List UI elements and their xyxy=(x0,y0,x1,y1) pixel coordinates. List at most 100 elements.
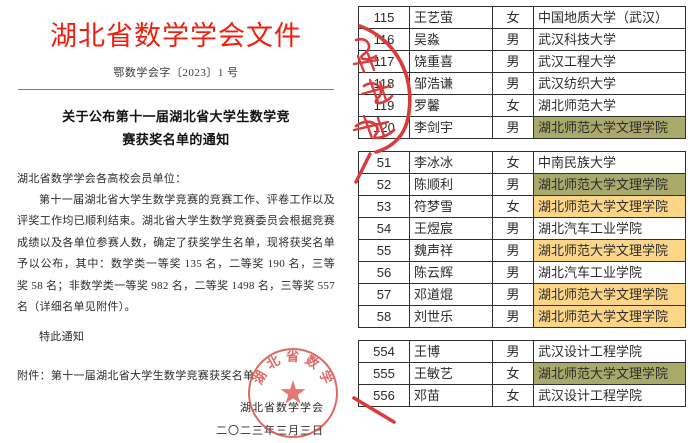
cell-school: 湖北师范大学文理学院 xyxy=(533,116,686,139)
cell-sex: 女 xyxy=(492,6,534,29)
cell-id: 116 xyxy=(358,28,410,51)
table-row: 118 邹浩谦男武汉纺织大学 xyxy=(358,72,686,95)
cell-school: 湖北师范大学文理学院 xyxy=(533,195,686,218)
cell-name: 邓道焜 xyxy=(409,283,493,306)
official-document-panel: 湖北省数学学会文件 鄂数学会字〔2023〕1 号 关于公布第十一届湖北省大学生数… xyxy=(0,0,352,438)
sign-date: 二〇二三年三月三日 xyxy=(216,425,324,438)
document-subject: 关于公布第十一届湖北省大学生数学竞 赛获奖名单的通知 xyxy=(0,106,352,152)
cell-sex: 女 xyxy=(492,384,534,407)
cell-id: 556 xyxy=(358,384,410,407)
cell-sex: 男 xyxy=(492,28,534,51)
cell-id: 115 xyxy=(358,6,410,29)
cell-name: 陈云辉 xyxy=(409,261,493,284)
table-row: 117 饶重喜男武汉工程大学 xyxy=(358,50,686,73)
cell-school: 湖北师范大学 xyxy=(533,94,686,117)
table-row: 54 王煜宸男湖北汽车工业学院 xyxy=(358,217,686,240)
document-signature-block: 湖北省数学学会 二〇二三年三月三日 xyxy=(0,397,352,443)
cell-school: 湖北师范大学文理学院 xyxy=(533,283,686,306)
cell-sex: 男 xyxy=(492,305,534,328)
table-row: 55 魏声祥男湖北师范大学文理学院 xyxy=(358,239,686,262)
cell-sex: 男 xyxy=(492,217,534,240)
header-red-rule xyxy=(18,89,334,90)
cell-id: 56 xyxy=(358,261,410,284)
document-paragraph-2: 特此通知 xyxy=(39,330,85,343)
cell-id: 120 xyxy=(358,116,410,139)
table-row: 51 李冰冰女中南民族大学 xyxy=(358,151,686,174)
table-row: 555 王敏艺女湖北师范大学文理学院 xyxy=(358,362,686,385)
cell-school: 湖北汽车工业学院 xyxy=(533,261,686,284)
table-row: 116 吴淼男武汉科技大学 xyxy=(358,28,686,51)
cell-name: 陈顺利 xyxy=(409,173,493,196)
cell-sex: 男 xyxy=(492,72,534,95)
cell-sex: 男 xyxy=(492,261,534,284)
cell-name: 魏声祥 xyxy=(409,239,493,262)
award-list-tables-panel: 115 王艺萤女中国地质大学（武汉） 116 吴淼男武汉科技大学 117 饶重喜男武汉工程… xyxy=(352,0,694,436)
table-row: 556 邓苗女武汉设计工程学院 xyxy=(358,384,686,407)
cell-sex: 男 xyxy=(492,116,534,139)
document-subject-line-1: 关于公布第十一届湖北省大学生数学竞 xyxy=(62,109,290,124)
cell-id: 117 xyxy=(358,50,410,73)
cell-name: 李剑宇 xyxy=(409,116,493,139)
cell-name: 饶重喜 xyxy=(409,50,493,73)
document-title: 湖北省数学学会文件 xyxy=(50,21,302,51)
cell-school: 湖北师范大学文理学院 xyxy=(533,305,686,328)
table-row: 115 王艺萤女中国地质大学（武汉） xyxy=(358,6,686,29)
cell-school: 武汉工程大学 xyxy=(533,50,686,73)
table-row: 57 邓道焜男湖北师范大学文理学院 xyxy=(358,283,686,306)
cell-id: 118 xyxy=(358,72,410,95)
cell-sex: 女 xyxy=(492,362,534,385)
table-block-1: 115 王艺萤女中国地质大学（武汉） 116 吴淼男武汉科技大学 117 饶重喜男武汉工程… xyxy=(358,6,686,139)
cell-school: 湖北师范大学文理学院 xyxy=(533,362,686,385)
cell-name: 符梦雪 xyxy=(409,195,493,218)
cell-sex: 女 xyxy=(492,151,534,174)
table-row: 56 陈云辉男湖北汽车工业学院 xyxy=(358,261,686,284)
cell-sex: 男 xyxy=(492,50,534,73)
cell-id: 51 xyxy=(358,151,410,174)
document-paragraph-1: 第十一届湖北省大学生数学竞赛的竞赛工作、评卷工作以及评奖工作均已顺利结束。湖北省… xyxy=(17,193,335,314)
cell-name: 王敏艺 xyxy=(409,362,493,385)
cell-id: 554 xyxy=(358,340,410,363)
cell-sex: 男 xyxy=(492,239,534,262)
table-row: 53 符梦雪女湖北师范大学文理学院 xyxy=(358,195,686,218)
document-number: 鄂数学会字〔2023〕1 号 xyxy=(113,67,239,79)
cell-name: 王煜宸 xyxy=(409,217,493,240)
document-salutation: 湖北省数学学会各高校会员单位： xyxy=(17,172,187,185)
cell-name: 吴淼 xyxy=(409,28,493,51)
cell-sex: 女 xyxy=(492,94,534,117)
table-row: 120 李剑宇男湖北师范大学文理学院 xyxy=(358,116,686,139)
table-block-2: 51 李冰冰女中南民族大学 52 陈顺利男湖北师范大学文理学院 53 符梦雪女湖北师范大学… xyxy=(358,151,686,328)
cell-name: 刘世乐 xyxy=(409,305,493,328)
signer-name: 湖北省数学学会 xyxy=(240,402,324,414)
table-row: 52 陈顺利男湖北师范大学文理学院 xyxy=(358,173,686,196)
cell-name: 罗馨 xyxy=(409,94,493,117)
cell-name: 李冰冰 xyxy=(409,151,493,174)
cell-name: 邓苗 xyxy=(409,384,493,407)
cell-name: 王博 xyxy=(409,340,493,363)
cell-school: 武汉设计工程学院 xyxy=(533,340,686,363)
cell-school: 武汉科技大学 xyxy=(533,28,686,51)
table-row: 119 罗馨女湖北师范大学 xyxy=(358,94,686,117)
cell-id: 119 xyxy=(358,94,410,117)
cell-name: 王艺萤 xyxy=(409,6,493,29)
table-block-3: 554 王博男武汉设计工程学院 555 王敏艺女湖北师范大学文理学院 556 邓苗女武汉设… xyxy=(358,340,686,407)
document-attachment-note: 附件：第十一届湖北省大学生数学竞赛获奖名单 xyxy=(17,370,255,382)
table-row: 58 刘世乐男湖北师范大学文理学院 xyxy=(358,305,686,328)
cell-school: 中国地质大学（武汉） xyxy=(533,6,686,29)
cell-school: 湖北师范大学文理学院 xyxy=(533,239,686,262)
cell-name: 邹浩谦 xyxy=(409,72,493,95)
cell-sex: 女 xyxy=(492,195,534,218)
cell-id: 57 xyxy=(358,283,410,306)
cell-id: 53 xyxy=(358,195,410,218)
cell-sex: 男 xyxy=(492,283,534,306)
cell-school: 武汉纺织大学 xyxy=(533,72,686,95)
cell-school: 武汉设计工程学院 xyxy=(533,384,686,407)
cell-school: 中南民族大学 xyxy=(533,151,686,174)
cell-school: 湖北汽车工业学院 xyxy=(533,217,686,240)
cell-id: 58 xyxy=(358,305,410,328)
document-body: 湖北省数学学会各高校会员单位： 第十一届湖北省大学生数学竞赛的竞赛工作、评卷工作… xyxy=(0,169,352,349)
cell-id: 55 xyxy=(358,239,410,262)
cell-id: 54 xyxy=(358,217,410,240)
cell-id: 52 xyxy=(358,173,410,196)
cell-sex: 男 xyxy=(492,340,534,363)
